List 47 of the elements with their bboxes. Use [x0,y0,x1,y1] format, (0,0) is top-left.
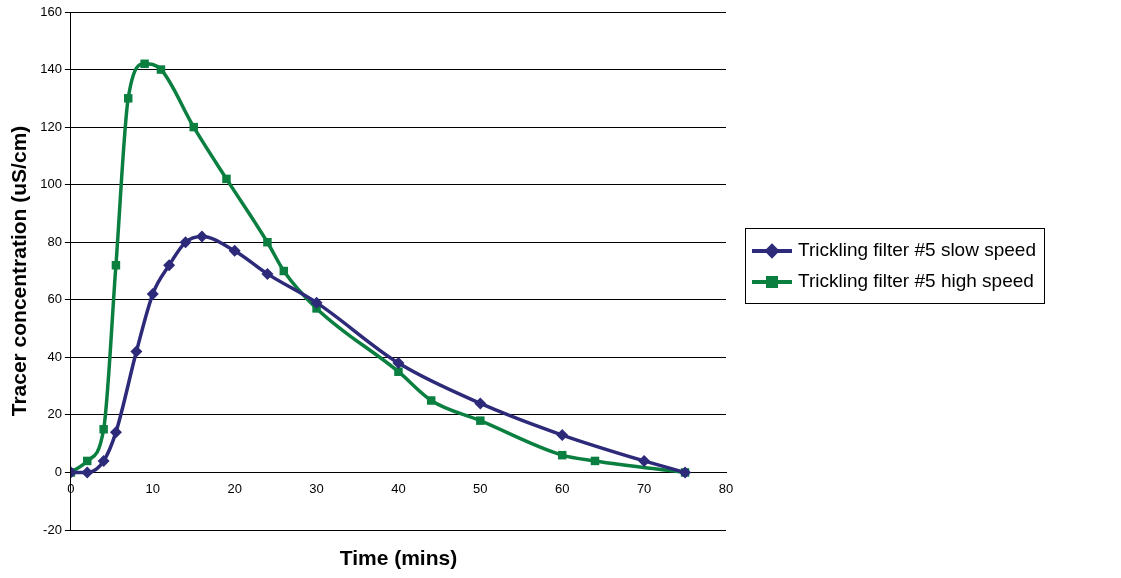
y-tick-label: 100 [40,176,62,192]
point [392,357,405,370]
point [146,288,159,301]
point [156,65,166,74]
point [140,59,149,69]
point [638,454,651,467]
legend-label: Trickling filter #5 high speed [798,269,1034,292]
x-tick-label: 60 [554,480,570,496]
point [189,122,198,132]
point [99,425,108,434]
point [130,345,143,358]
y-tick-label: 120 [40,118,62,134]
point [310,296,323,309]
x-tick-label: 40 [391,480,406,496]
point [123,94,133,103]
x-tick-label: 30 [309,480,324,496]
y-tick-label: 140 [40,61,62,77]
point [179,236,192,249]
x-tick-label: 70 [636,480,652,496]
y-tick-label: 20 [47,406,62,422]
point [476,416,485,425]
point [474,397,487,410]
y-tick-label: 40 [47,348,62,364]
x-axis-title: Time (mins) [339,546,458,570]
y-axis-title: Tracer concentration (uS/cm) [7,125,31,417]
y-tick-label: 160 [40,3,62,19]
point [195,230,208,243]
x-tick-label: 80 [718,480,734,496]
x-tick-label: 20 [227,480,242,496]
point [163,259,176,272]
legend-label: Trickling filter #5 slow speed [798,238,1036,261]
point [394,367,403,376]
point [83,456,92,466]
point [263,237,272,247]
point [109,426,122,439]
x-tick-label: 50 [473,480,488,496]
point [426,396,436,405]
point [261,267,274,280]
point [222,174,231,184]
point [228,244,241,257]
y-tick-label: -20 [43,521,62,537]
x-tick-label: 10 [145,480,161,496]
point [97,454,110,467]
y-tick-label: 60 [47,291,62,307]
y-tick-label: 80 [47,233,62,249]
y-tick-label: 0 [54,464,62,480]
point [556,429,569,442]
